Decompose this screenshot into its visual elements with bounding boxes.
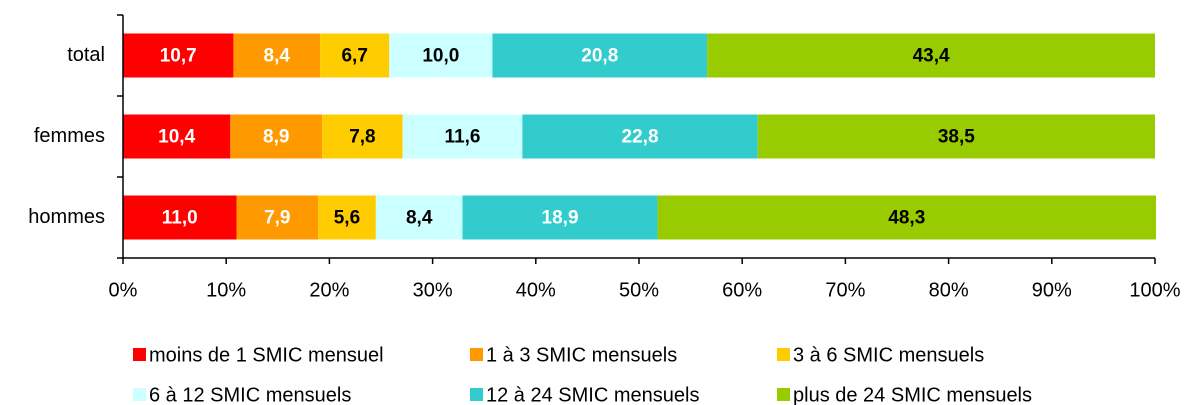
bar-segment <box>123 33 234 78</box>
data-label: 8,4 <box>406 208 433 229</box>
x-tick-label: 10% <box>206 279 246 301</box>
data-label: 43,4 <box>913 46 950 67</box>
legend-swatch <box>133 348 146 361</box>
x-tick-label: 70% <box>825 279 865 301</box>
data-label: 22,8 <box>622 127 659 148</box>
bar-segment <box>462 195 658 240</box>
bar-segment <box>389 33 493 78</box>
bar-segment <box>707 33 1155 78</box>
bar-segment <box>375 195 463 240</box>
data-label: 8,4 <box>264 46 291 67</box>
bar-segment <box>236 195 319 240</box>
legend-swatch <box>777 388 790 401</box>
data-label: 5,6 <box>334 208 360 229</box>
bar-segment <box>657 195 1157 240</box>
data-label: 10,7 <box>160 46 197 67</box>
data-label: 48,3 <box>888 208 925 229</box>
legend-label: 6 à 12 SMIC mensuels <box>149 384 351 405</box>
legend-swatch <box>470 388 483 401</box>
bar-segment <box>123 114 231 159</box>
bar-segment <box>757 114 1155 159</box>
legend-label: plus de 24 SMIC mensuels <box>793 384 1032 405</box>
x-tick-label: 90% <box>1032 279 1072 301</box>
legend-label: 12 à 24 SMIC mensuels <box>486 384 699 405</box>
x-tick-label: 60% <box>722 279 762 301</box>
y-tick-label: total <box>67 44 105 66</box>
data-label: 38,5 <box>938 127 975 148</box>
legend-swatch <box>777 348 790 361</box>
y-tick-label: femmes <box>34 125 105 147</box>
bar-segment <box>322 114 403 159</box>
legend-swatch <box>133 388 146 401</box>
data-label: 7,8 <box>349 127 375 148</box>
bar-segment <box>492 33 708 78</box>
x-tick-label: 80% <box>929 279 969 301</box>
data-label: 7,9 <box>264 208 290 229</box>
y-tick-label: hommes <box>28 206 105 228</box>
legend-label: 3 à 6 SMIC mensuels <box>793 344 984 366</box>
bar-segment <box>318 195 376 240</box>
data-label: 10,0 <box>422 46 459 67</box>
data-label: 20,8 <box>581 46 618 67</box>
data-label: 11,6 <box>445 127 481 148</box>
x-tick-label: 100% <box>1129 279 1180 301</box>
legend-label: moins de 1 SMIC mensuel <box>149 344 384 366</box>
x-tick-label: 50% <box>619 279 659 301</box>
x-tick-label: 30% <box>413 279 453 301</box>
legend-label: 1 à 3 SMIC mensuels <box>486 344 677 366</box>
bar-segment <box>123 195 237 240</box>
legend-swatch <box>470 348 483 361</box>
x-tick-label: 0% <box>109 279 138 301</box>
x-tick-label: 20% <box>309 279 349 301</box>
data-label: 18,9 <box>542 208 579 229</box>
data-label: 6,7 <box>341 46 367 67</box>
data-label: 11,0 <box>162 208 198 229</box>
data-label: 8,9 <box>263 127 289 148</box>
x-tick-label: 40% <box>516 279 556 301</box>
bar-segment <box>230 114 323 159</box>
data-label: 10,4 <box>158 127 195 148</box>
bar-segment <box>402 114 523 159</box>
bar-segment <box>320 33 390 78</box>
bar-segment <box>233 33 321 78</box>
bar-segment <box>522 114 758 159</box>
